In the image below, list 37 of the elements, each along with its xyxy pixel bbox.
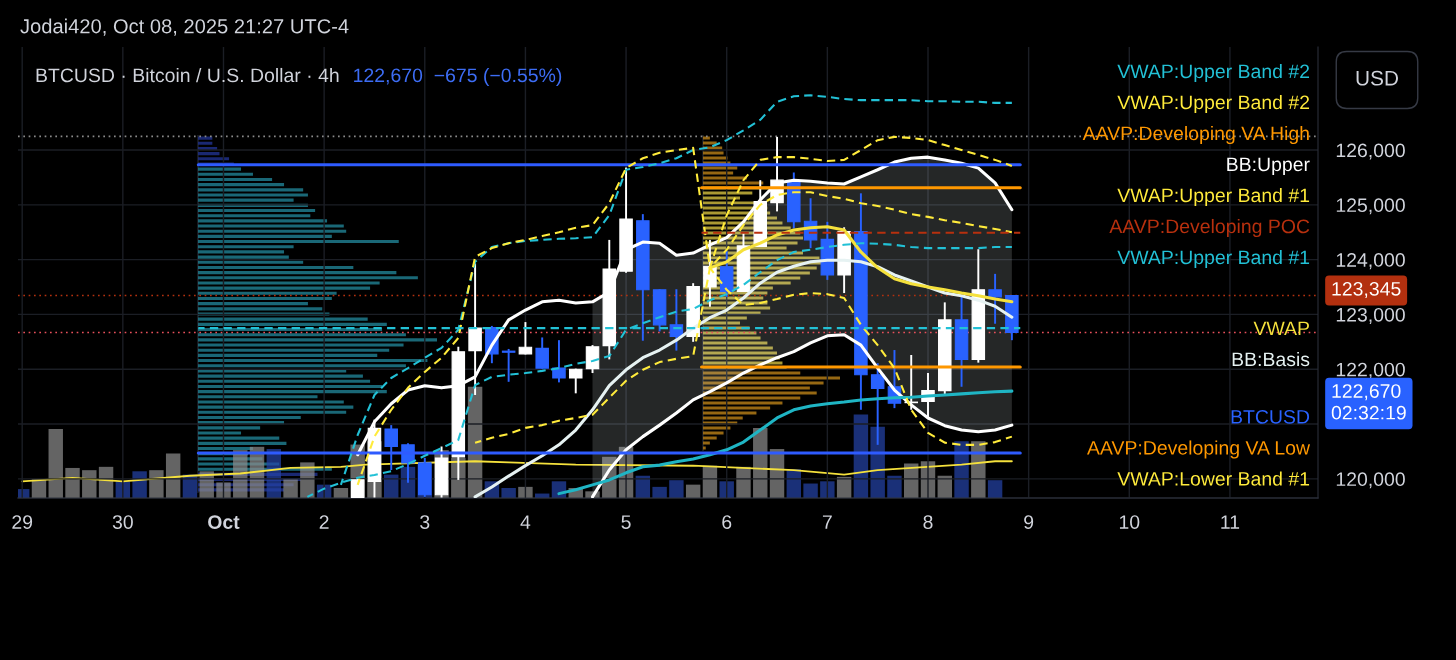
x-tick-label: 10 bbox=[1119, 515, 1140, 529]
text: AAVP:Developing POC bbox=[1109, 218, 1310, 238]
text: AAVP:Developing VA High bbox=[1082, 125, 1309, 145]
text: VWAP:Upper Band #2 bbox=[1117, 63, 1310, 83]
y-tick-label: 122,000 bbox=[1336, 362, 1405, 379]
text: BB:Upper bbox=[1227, 157, 1310, 176]
y-tick-label: 124,000 bbox=[1336, 253, 1405, 270]
x-tick-label: 7 bbox=[822, 515, 832, 529]
text: VWAP:Lower Band #1 bbox=[1117, 471, 1310, 486]
x-tick-label: 30 bbox=[112, 515, 133, 529]
text: 122,670 −675 (−0.55%) bbox=[354, 67, 562, 87]
x-tick-label: Oct bbox=[208, 515, 240, 529]
text: BTCUSD · Bitcoin / U.S. Dollar · 4h bbox=[36, 67, 339, 83]
x-tick-label: 6 bbox=[722, 515, 732, 529]
text: VWAP:Upper Band #2 bbox=[1117, 94, 1310, 114]
x-tick-label: 9 bbox=[1024, 515, 1034, 529]
x-tick-label: 5 bbox=[621, 515, 631, 529]
y-tick-label: 120,000 bbox=[1336, 472, 1405, 489]
text: VWAP:Upper Band #1 bbox=[1117, 187, 1310, 207]
x-tick-label: 29 bbox=[12, 515, 33, 529]
x-tick-label: 4 bbox=[520, 515, 531, 529]
text: BTCUSD bbox=[1231, 409, 1310, 424]
text: AAVP:Developing VA Low bbox=[1087, 440, 1311, 459]
ref-line-label: 122,670 02:32:19 bbox=[1331, 384, 1406, 420]
y-tick-label: 125,000 bbox=[1336, 198, 1405, 215]
text: Jodai420, Oct 08, 2025 21:27 UTC-4 bbox=[20, 18, 349, 36]
x-tick-label: 11 bbox=[1221, 515, 1240, 529]
ref-line-label: 123,345 bbox=[1332, 281, 1401, 299]
text: VWAP:Upper Band #1 bbox=[1117, 249, 1310, 269]
y-tick-label: 123,000 bbox=[1336, 307, 1405, 324]
y-tick-label: 126,000 bbox=[1336, 143, 1405, 160]
text: VWAP bbox=[1253, 321, 1309, 336]
x-tick-label: 2 bbox=[319, 515, 329, 529]
text: BB:Basis bbox=[1232, 351, 1310, 367]
x-tick-label: 8 bbox=[923, 515, 933, 529]
y-axis-title: USD bbox=[1356, 70, 1398, 86]
x-tick-label: 3 bbox=[420, 515, 430, 529]
